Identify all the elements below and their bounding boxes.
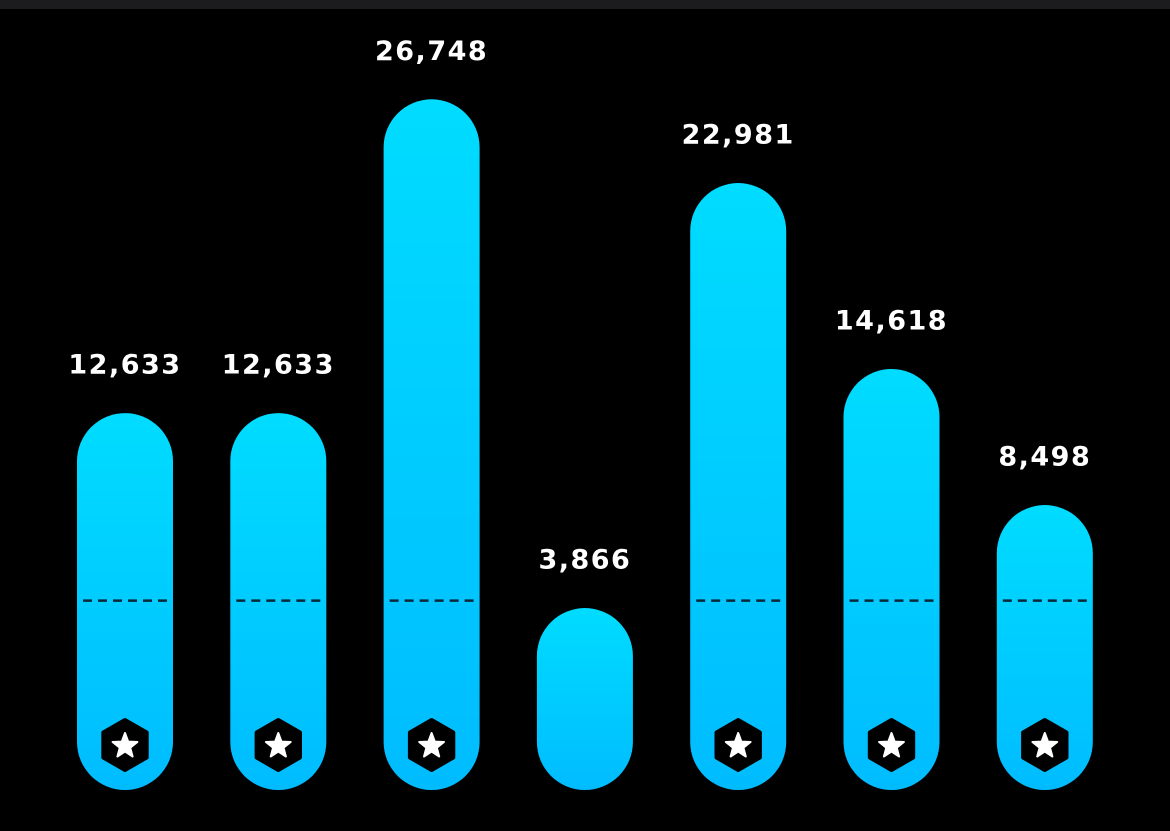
badge-star xyxy=(264,732,292,758)
top-strip xyxy=(0,0,1170,9)
goal-badge xyxy=(407,718,456,772)
goal-badge xyxy=(254,718,302,772)
goal-badge xyxy=(101,718,149,772)
goal-badge xyxy=(867,718,916,772)
badge-star xyxy=(111,732,139,758)
badge-star xyxy=(418,732,446,758)
bar xyxy=(843,368,940,790)
bar xyxy=(690,183,787,790)
goal-badge xyxy=(1021,718,1069,772)
bar xyxy=(77,413,173,790)
goal-badge xyxy=(714,718,762,772)
value-label: 26,748 xyxy=(375,36,488,67)
value-label: 22,981 xyxy=(682,120,795,151)
value-label: 12,633 xyxy=(68,350,181,381)
value-label: 14,618 xyxy=(835,305,948,336)
bar xyxy=(996,505,1093,790)
value-label: 3,866 xyxy=(538,545,631,576)
bar xyxy=(230,413,327,790)
bar xyxy=(383,99,480,791)
badge-star xyxy=(878,732,905,758)
bar xyxy=(536,608,633,790)
badge-star xyxy=(724,732,752,758)
badge-star xyxy=(1031,732,1059,758)
value-label: 8,498 xyxy=(998,442,1091,473)
value-label: 12,633 xyxy=(222,350,335,381)
